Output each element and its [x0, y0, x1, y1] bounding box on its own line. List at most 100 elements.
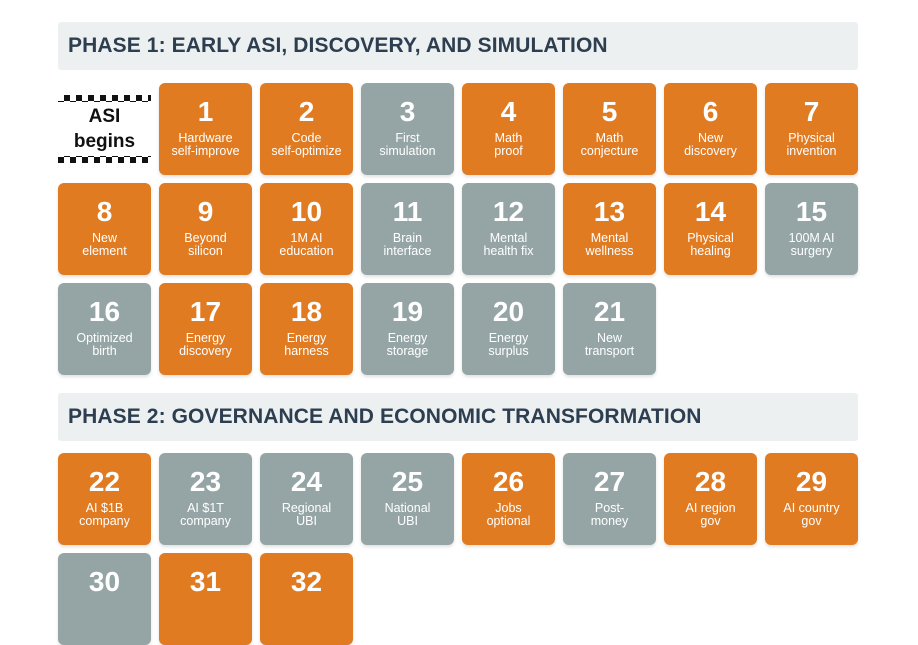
milestone-tile: 6 New discovery	[664, 83, 757, 175]
asi-begins-start-tile: ASI begins	[58, 83, 151, 175]
milestone-tile: 7 Physical invention	[765, 83, 858, 175]
milestone-tile: 25 National UBI	[361, 453, 454, 545]
milestone-tile: 18 Energy harness	[260, 283, 353, 375]
milestone-number: 31	[189, 566, 222, 597]
milestone-number: 11	[392, 196, 423, 227]
milestone-label: Math conjecture	[580, 131, 639, 158]
milestone-number: 16	[88, 296, 121, 327]
milestone-number: 14	[694, 196, 727, 227]
milestone-tile: 10 1M AI education	[260, 183, 353, 275]
milestone-label: First simulation	[379, 131, 436, 158]
phase-2-grid: 22 AI $1B company 23 AI $1T company 24 Region…	[58, 453, 858, 645]
milestone-tile: 8 New element	[58, 183, 151, 275]
milestone-tile: 12 Mental health fix	[462, 183, 555, 275]
milestone-tile: 17 Energy discovery	[159, 283, 252, 375]
milestone-tile: 27 Post- money	[563, 453, 656, 545]
milestone-label: Mental health fix	[483, 231, 534, 258]
milestone-label: Energy storage	[386, 331, 429, 358]
milestone-label: Optimized birth	[76, 331, 133, 358]
milestone-label: Energy harness	[284, 331, 329, 358]
milestone-label: Jobs optional	[486, 501, 531, 528]
milestone-tile: 23 AI $1T company	[159, 453, 252, 545]
milestone-number: 26	[492, 466, 525, 497]
phase-1-header: PHASE 1: EARLY ASI, DISCOVERY, AND SIMUL…	[58, 22, 858, 70]
milestone-number: 10	[290, 196, 323, 227]
milestone-number: 19	[391, 296, 424, 327]
milestone-label: Energy discovery	[179, 331, 232, 358]
milestone-label: Math proof	[494, 131, 523, 158]
milestone-tile: 20 Energy surplus	[462, 283, 555, 375]
milestone-tile: 15 100M AI surgery	[765, 183, 858, 275]
milestone-number: 30	[88, 566, 121, 597]
milestone-label: Physical invention	[786, 131, 837, 158]
milestone-number: 23	[189, 466, 222, 497]
milestone-number: 22	[88, 466, 121, 497]
milestone-number: 27	[593, 466, 626, 497]
milestone-label: Beyond silicon	[184, 231, 227, 258]
milestone-number: 25	[391, 466, 424, 497]
milestone-label: AI $1B company	[79, 501, 130, 528]
milestone-tile: 21 New transport	[563, 283, 656, 375]
milestone-number: 12	[492, 196, 525, 227]
milestone-number: 18	[290, 296, 323, 327]
milestone-tile: 14 Physical healing	[664, 183, 757, 275]
milestone-number: 17	[189, 296, 222, 327]
milestone-number: 6	[702, 96, 719, 127]
milestone-tile: 30	[58, 553, 151, 645]
milestone-label: Regional UBI	[281, 501, 332, 528]
milestone-number: 29	[795, 466, 828, 497]
milestone-label: Physical healing	[687, 231, 734, 258]
milestone-number: 8	[96, 196, 113, 227]
milestone-number: 15	[795, 196, 828, 227]
milestone-tile: 29 AI country gov	[765, 453, 858, 545]
milestone-tile: 26 Jobs optional	[462, 453, 555, 545]
milestone-number: 28	[694, 466, 727, 497]
milestone-tile: 11 Brain interface	[361, 183, 454, 275]
milestone-label: AI country gov	[783, 501, 840, 528]
milestone-label: Energy surplus	[488, 331, 529, 358]
milestone-tile: 1 Hardware self-improve	[159, 83, 252, 175]
milestone-tile: 32	[260, 553, 353, 645]
milestone-tile: 9 Beyond silicon	[159, 183, 252, 275]
milestone-label: AI region gov	[685, 501, 736, 528]
phase-2-title: PHASE 2: GOVERNANCE AND ECONOMIC TRANSFO…	[68, 405, 702, 428]
milestone-tile: 19 Energy storage	[361, 283, 454, 375]
start-label: ASI begins	[58, 102, 151, 156]
milestone-number: 1	[197, 96, 214, 127]
milestone-tile: 22 AI $1B company	[58, 453, 151, 545]
milestone-number: 5	[601, 96, 618, 127]
milestone-tile: 24 Regional UBI	[260, 453, 353, 545]
milestone-tile: 13 Mental wellness	[563, 183, 656, 275]
phase-2-header: PHASE 2: GOVERNANCE AND ECONOMIC TRANSFO…	[58, 393, 858, 441]
milestone-label: National UBI	[384, 501, 431, 528]
milestone-tile: 2 Code self-optimize	[260, 83, 353, 175]
milestone-number: 13	[593, 196, 626, 227]
phase-1-grid: ASI begins 1 Hardware self-improve 2 Code s…	[58, 83, 858, 375]
milestone-label: New element	[82, 231, 127, 258]
milestone-number: 3	[399, 96, 416, 127]
milestone-number: 2	[298, 96, 315, 127]
milestone-label: New transport	[584, 331, 635, 358]
milestone-label: 100M AI surgery	[788, 231, 835, 258]
milestone-label: AI $1T company	[180, 501, 231, 528]
milestone-number: 24	[290, 466, 323, 497]
milestone-tile: 3 First simulation	[361, 83, 454, 175]
milestone-tile: 5 Math conjecture	[563, 83, 656, 175]
milestone-tile: 4 Math proof	[462, 83, 555, 175]
milestone-label: New discovery	[684, 131, 737, 158]
milestone-label: 1M AI education	[279, 231, 334, 258]
milestone-tile: 31	[159, 553, 252, 645]
milestone-number: 21	[593, 296, 626, 327]
milestone-label: Post- money	[590, 501, 629, 528]
milestone-number: 32	[290, 566, 323, 597]
milestone-tile: 28 AI region gov	[664, 453, 757, 545]
milestone-number: 20	[492, 296, 525, 327]
milestone-tile: 16 Optimized birth	[58, 283, 151, 375]
milestone-label: Brain interface	[383, 231, 432, 258]
milestone-label: Mental wellness	[585, 231, 634, 258]
milestone-number: 4	[500, 96, 517, 127]
milestone-label: Hardware self-improve	[171, 131, 240, 158]
phase-1-title: PHASE 1: EARLY ASI, DISCOVERY, AND SIMUL…	[68, 34, 608, 57]
milestone-number: 7	[803, 96, 820, 127]
milestone-label: Code self-optimize	[271, 131, 342, 158]
